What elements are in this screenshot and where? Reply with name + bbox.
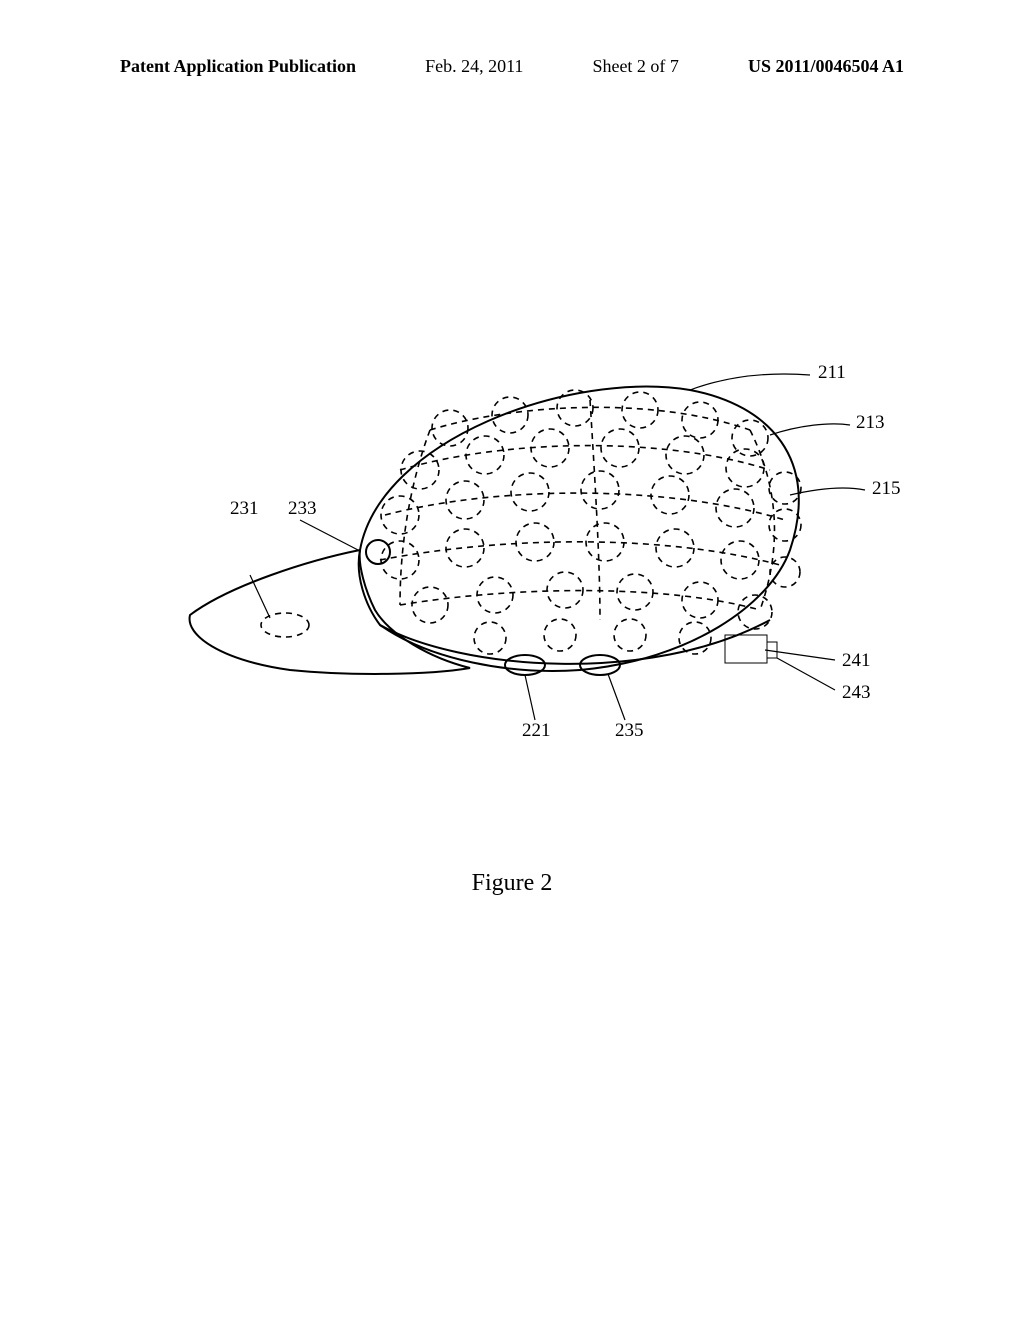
label-241: 241 (842, 650, 871, 672)
brim-outline (190, 550, 470, 674)
rim-spot-221 (505, 655, 545, 675)
label-233: 233 (288, 498, 317, 520)
label-211: 211 (818, 362, 846, 384)
cap-diagram-svg (130, 360, 890, 780)
page-header: Patent Application Publication Feb. 24, … (0, 56, 1024, 77)
brim-spot-231 (261, 613, 309, 637)
label-231: 231 (230, 498, 259, 520)
front-pivot-233 (366, 540, 390, 564)
header-date: Feb. 24, 2011 (425, 56, 523, 77)
label-215: 215 (872, 478, 901, 500)
header-docnum: US 2011/0046504 A1 (748, 56, 904, 77)
leader-lines (250, 374, 865, 720)
figure-2: 211 213 215 231 233 221 235 241 243 (130, 360, 890, 780)
header-sheet: Sheet 2 of 7 (592, 56, 678, 77)
label-213: 213 (856, 412, 885, 434)
label-235: 235 (615, 720, 644, 742)
module-241 (725, 635, 767, 663)
figure-caption: Figure 2 (0, 870, 1024, 897)
label-243: 243 (842, 682, 871, 704)
header-publication: Patent Application Publication (120, 56, 356, 77)
label-221: 221 (522, 720, 551, 742)
electrode-wiring (380, 400, 785, 620)
dome-outline (359, 387, 799, 671)
